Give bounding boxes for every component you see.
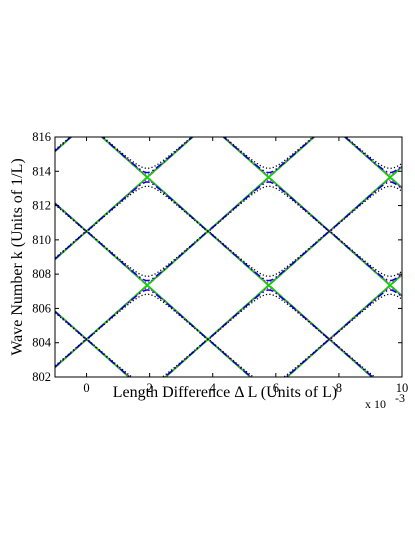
- series-2-line: [55, 287, 402, 340]
- series-2-line: [55, 137, 402, 175]
- series-3-line: [55, 181, 402, 233]
- series-1-line: [55, 176, 402, 232]
- series-3-line: [55, 338, 374, 377]
- series-2-line: [55, 72, 402, 123]
- series-3-line: [55, 15, 402, 64]
- series-4-line: [55, 185, 402, 233]
- series-4-line: [55, 402, 402, 447]
- y-tick-label: 816: [32, 130, 51, 144]
- x-tick-label: 8: [336, 381, 342, 395]
- series-2-line: [55, 179, 402, 232]
- axis-ticks: [55, 136, 403, 378]
- series-4-line: [55, 15, 402, 60]
- series-3-line: [55, 398, 402, 447]
- series-1-line: [55, 70, 402, 123]
- series-1-line: [55, 16, 402, 69]
- series-3-line: [55, 137, 402, 174]
- series-1-line: [55, 230, 402, 286]
- series-4-line: [55, 137, 402, 169]
- x-tick-label: 2: [147, 381, 153, 395]
- x-tick-label: 4: [210, 381, 217, 395]
- x-tick-label: 6: [273, 381, 279, 395]
- series-2-line: [55, 15, 402, 66]
- series-2-line: [55, 230, 402, 283]
- series-2-line: [55, 338, 374, 377]
- series-4-line: [55, 78, 402, 123]
- y-tick-label: 806: [32, 301, 51, 315]
- x-tick-label: 10: [396, 381, 409, 395]
- axes-frame: [54, 136, 403, 378]
- series-1-line: [55, 137, 402, 178]
- y-tick-label: 810: [32, 233, 51, 247]
- series-3-line: [55, 289, 402, 341]
- series-4-line: [55, 338, 377, 377]
- plot-area: [55, 15, 402, 447]
- series-2-line: [55, 396, 402, 447]
- y-tick-label: 802: [32, 370, 51, 384]
- y-tick-label: 812: [32, 199, 51, 213]
- series-4-line: [55, 293, 402, 341]
- x-exponent-power: -3: [395, 391, 405, 405]
- series-0-line: [55, 16, 402, 123]
- x-tick-label: 0: [83, 381, 89, 395]
- series-1-line: [55, 284, 402, 340]
- series-0-line: [55, 16, 402, 123]
- x-exponent-label: x 10: [365, 397, 386, 411]
- series-3-line: [55, 74, 402, 123]
- y-axis-label: Wave Number k (Units of 1/L): [9, 158, 26, 355]
- y-tick-label: 808: [32, 267, 51, 281]
- y-tick-label: 804: [32, 336, 52, 350]
- series-3-line: [55, 230, 402, 282]
- x-axis-label: Length Difference Δ L (Units of L): [113, 384, 337, 401]
- series-1-line: [55, 394, 402, 447]
- series-4-line: [55, 230, 402, 277]
- y-tick-label: 814: [32, 164, 52, 178]
